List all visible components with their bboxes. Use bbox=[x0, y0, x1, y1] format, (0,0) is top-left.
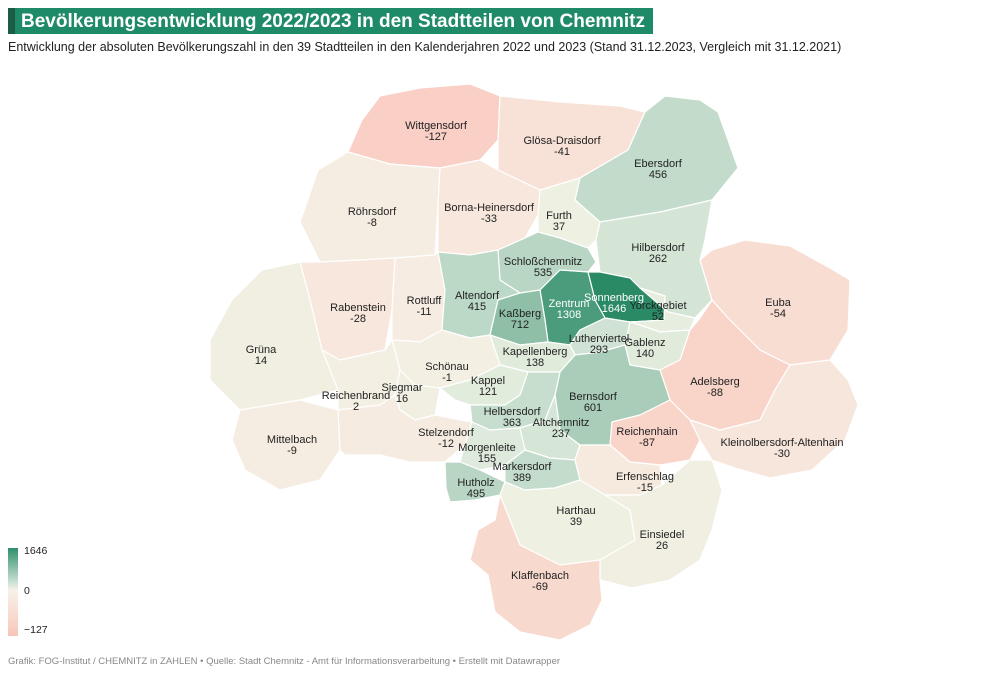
district-label-stelzendorf: Stelzendorf bbox=[418, 427, 475, 439]
district-value-helbersdorf: 363 bbox=[503, 417, 521, 429]
district-label-adelsberg: Adelsberg bbox=[690, 376, 740, 388]
district-label-euba: Euba bbox=[765, 297, 792, 309]
district-value-rottluff: -11 bbox=[416, 306, 431, 318]
district-label-hutholz: Hutholz bbox=[457, 477, 494, 489]
district-label-kappel: Kappel bbox=[471, 375, 505, 387]
district-value-ebersdorf: 456 bbox=[649, 169, 667, 181]
district-label-ebersdorf: Ebersdorf bbox=[634, 158, 683, 170]
district-label-sonnenberg: Sonnenberg bbox=[584, 292, 644, 304]
district-value-schlosschemnitz: 535 bbox=[534, 267, 552, 279]
district-value-altendorf: 415 bbox=[468, 301, 486, 313]
district-value-schoenau: -1 bbox=[442, 372, 452, 384]
district-label-schlosschemnitz: Schloßchemnitz bbox=[504, 256, 582, 268]
district-value-borna: -33 bbox=[481, 213, 497, 225]
district-value-kleinolbersdorf: -30 bbox=[774, 448, 790, 460]
district-label-roehrsdorf: Röhrsdorf bbox=[348, 206, 397, 218]
district-label-reichenbrand: Reichenbrand bbox=[322, 390, 391, 402]
district-value-altchemnitz: 237 bbox=[552, 428, 570, 440]
district-value-reichenhain: -87 bbox=[639, 437, 655, 449]
district-furth[interactable] bbox=[537, 177, 601, 249]
district-value-gablenz: 140 bbox=[636, 348, 654, 360]
source-footer: Grafik: FOG-Institut / CHEMNITZ in ZAHLE… bbox=[8, 656, 561, 667]
district-value-zentrum: 1308 bbox=[557, 309, 581, 321]
district-kleinolbersdorf[interactable] bbox=[689, 359, 859, 479]
district-label-kapellenberg: Kapellenberg bbox=[503, 346, 568, 358]
district-label-rabenstein: Rabenstein bbox=[330, 302, 386, 314]
district-value-sonnenberg: 1646 bbox=[602, 303, 626, 315]
district-value-kassberg: 712 bbox=[511, 319, 529, 331]
page-title: Bevölkerungsentwicklung 2022/2023 in den… bbox=[15, 8, 653, 34]
district-value-lutherviertel: 293 bbox=[590, 344, 608, 356]
district-label-altchemnitz: Altchemnitz bbox=[533, 417, 590, 429]
district-label-erfenschlag: Erfenschlag bbox=[616, 471, 674, 483]
district-label-harthau: Harthau bbox=[556, 505, 595, 517]
district-value-kappel: 121 bbox=[479, 386, 497, 398]
district-label-kleinolbersdorf: Kleinolbersdorf-Altenhain bbox=[721, 437, 844, 449]
district-value-mittelbach: -9 bbox=[287, 445, 297, 457]
district-label-wittgensdorf: Wittgensdorf bbox=[405, 120, 468, 132]
district-labels: Wittgensdorf -127 Glösa-Draisdorf -41 Eb… bbox=[246, 120, 844, 593]
title-banner: Bevölkerungsentwicklung 2022/2023 in den… bbox=[8, 8, 653, 34]
district-value-einsiedel: 26 bbox=[656, 540, 668, 552]
district-label-gloesa: Glösa-Draisdorf bbox=[523, 135, 601, 147]
district-label-yorckgebiet: Yorckgebiet bbox=[629, 300, 686, 312]
district-regions bbox=[209, 83, 859, 641]
district-value-roehrsdorf: -8 bbox=[367, 217, 377, 229]
district-label-reichenhain: Reichenhain bbox=[616, 426, 677, 438]
district-value-markersdorf: 389 bbox=[513, 472, 531, 484]
district-label-gruena: Grüna bbox=[246, 344, 277, 356]
district-label-altendorf: Altendorf bbox=[455, 290, 500, 302]
district-label-bernsdorf: Bernsdorf bbox=[569, 391, 618, 403]
district-value-gloesa: -41 bbox=[554, 146, 570, 158]
district-label-furth: Furth bbox=[546, 210, 572, 222]
district-value-morgenleite: 155 bbox=[478, 453, 496, 465]
district-label-lutherviertel: Lutherviertel bbox=[569, 333, 630, 345]
legend-max-label: 1646 bbox=[24, 545, 48, 557]
district-value-kapellenberg: 138 bbox=[526, 357, 544, 369]
district-value-yorckgebiet: 52 bbox=[652, 311, 664, 323]
district-label-gablenz: Gablenz bbox=[625, 337, 666, 349]
district-label-klaffenbach: Klaffenbach bbox=[511, 570, 569, 582]
title-accent bbox=[8, 8, 15, 34]
district-einsiedel[interactable] bbox=[599, 459, 723, 589]
district-value-hilbersdorf: 262 bbox=[649, 253, 667, 265]
district-value-wittgensdorf: -127 bbox=[425, 131, 447, 143]
district-value-erfenschlag: -15 bbox=[637, 482, 653, 494]
district-value-rabenstein: -28 bbox=[350, 313, 366, 325]
district-label-mittelbach: Mittelbach bbox=[267, 434, 317, 446]
district-label-morgenleite: Morgenleite bbox=[458, 442, 515, 454]
district-value-adelsberg: -88 bbox=[707, 387, 723, 399]
district-value-hutholz: 495 bbox=[467, 488, 485, 500]
district-value-bernsdorf: 601 bbox=[584, 402, 602, 414]
district-klaffenbach[interactable] bbox=[469, 494, 603, 641]
district-value-euba: -54 bbox=[770, 308, 786, 320]
district-label-einsiedel: Einsiedel bbox=[640, 529, 685, 541]
district-value-klaffenbach: -69 bbox=[532, 581, 548, 593]
district-label-markersdorf: Markersdorf bbox=[493, 461, 553, 473]
district-label-borna: Borna-Heinersdorf bbox=[444, 202, 535, 214]
district-value-gruena: 14 bbox=[255, 355, 267, 367]
district-label-siegmar: Siegmar bbox=[382, 382, 423, 394]
district-label-hilbersdorf: Hilbersdorf bbox=[631, 242, 685, 254]
district-value-reichenbrand: 2 bbox=[353, 401, 359, 413]
district-label-schoenau: Schönau bbox=[425, 361, 468, 373]
legend-gradient bbox=[8, 548, 18, 636]
district-label-zentrum: Zentrum bbox=[549, 298, 590, 310]
legend-zero-label: 0 bbox=[24, 585, 30, 597]
district-value-furth: 37 bbox=[553, 221, 565, 233]
district-value-harthau: 39 bbox=[570, 516, 582, 528]
district-value-siegmar: 16 bbox=[396, 393, 408, 405]
page-subtitle: Entwicklung der absoluten Bevölkerungsza… bbox=[8, 40, 842, 54]
district-label-rottluff: Rottluff bbox=[407, 295, 443, 307]
district-label-kassberg: Kaßberg bbox=[499, 308, 541, 320]
legend-min-label: −127 bbox=[24, 624, 48, 636]
district-value-stelzendorf: -12 bbox=[438, 438, 454, 450]
district-label-helbersdorf: Helbersdorf bbox=[484, 406, 542, 418]
